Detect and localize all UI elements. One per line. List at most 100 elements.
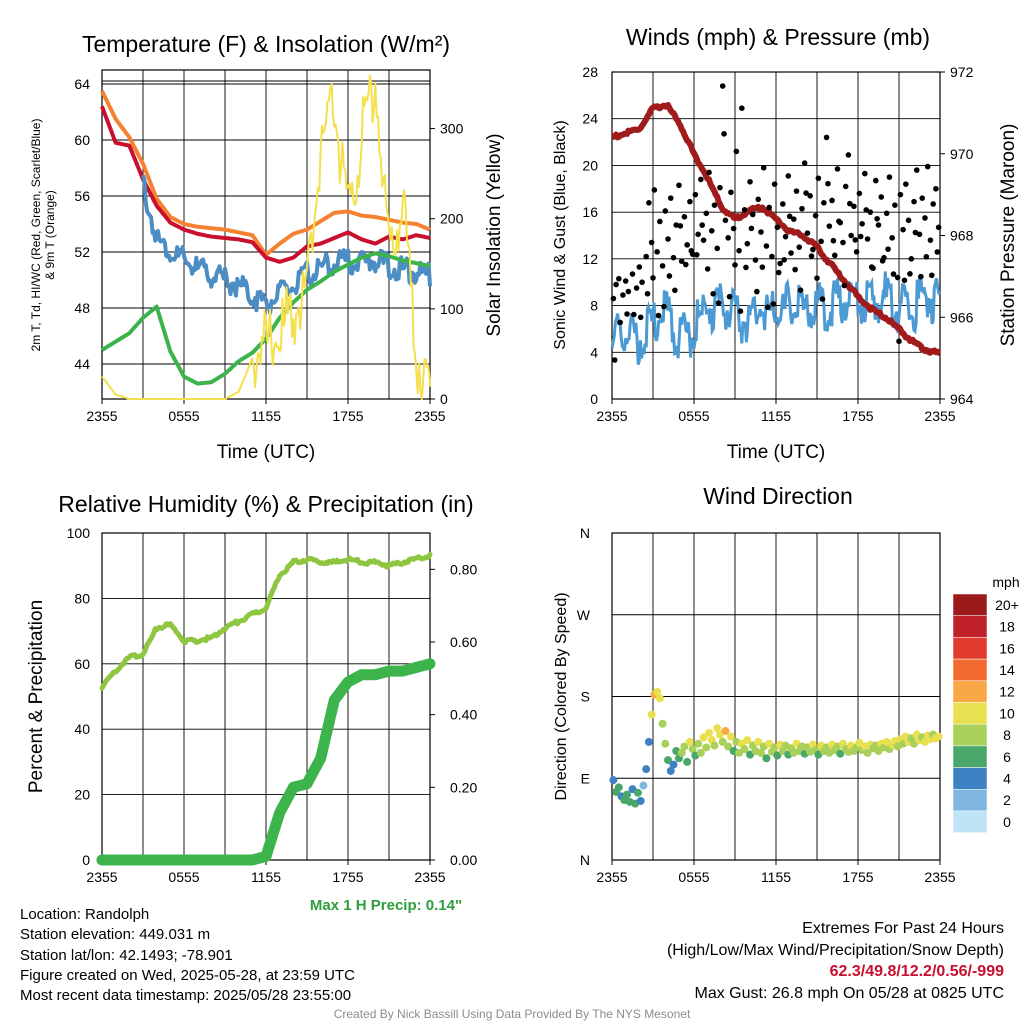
panel2-gust-point [837, 219, 844, 226]
panel4-direction-point [743, 736, 752, 745]
panel3-ytick-label: 80 [74, 590, 90, 606]
panel2-gust-point [629, 271, 636, 277]
panel2-gust-point [796, 244, 803, 250]
panel2-gust-point [815, 175, 822, 182]
panel2-gust-point [874, 215, 880, 222]
panel3-ytick-label: 20 [74, 787, 90, 803]
recent-text: Most recent data timestamp: 2025/05/28 2… [20, 987, 352, 1005]
panel2-gust-point [818, 238, 824, 245]
panel2-gust-point [864, 236, 871, 242]
panel2-ytick-label: 8 [590, 298, 598, 314]
station-info: Location: Randolph Station elevation: 44… [20, 905, 355, 1006]
panel2-gust-point [622, 278, 629, 284]
panel2-gust-point [633, 285, 640, 291]
panel2-gust-point [781, 257, 787, 263]
legend-swatch [952, 593, 988, 616]
panel2-gust-point [711, 202, 718, 208]
legend-label: 18 [999, 619, 1015, 635]
panel2-gust-point [752, 257, 759, 263]
panel2-gust-point [616, 275, 622, 282]
panel2-gust-point [672, 287, 678, 294]
panel4-direction-point [710, 741, 719, 750]
panel2-gust-point [826, 223, 833, 229]
panel2-gust-point [747, 178, 753, 185]
legend-label: 8 [1003, 727, 1011, 743]
panel2-gust-point [829, 197, 835, 204]
panel2-gust-point [684, 242, 690, 248]
panel2-gust-point [821, 200, 827, 206]
legend-label: 6 [1003, 749, 1011, 765]
panel2-gust-point [677, 223, 684, 229]
panel2-gust-point [692, 191, 699, 198]
panel2-ytick-label: 0 [590, 391, 598, 407]
panel3-xtick-label: 0555 [168, 869, 199, 885]
panel2-gust-point [681, 214, 688, 220]
panel2-gust-point [890, 271, 897, 277]
panel2-gust-point [744, 240, 751, 247]
panel2-gust-point [922, 215, 928, 221]
panel2-gust-point [741, 207, 748, 213]
panel2-gust-point [930, 201, 936, 207]
panel2-gust-point [875, 222, 882, 228]
panel2-gust-point [728, 189, 734, 196]
panel2-gust-point [659, 263, 666, 269]
panel3-ytick-label: 40 [74, 721, 90, 737]
panel2-gust-point [730, 225, 737, 232]
panel4-ytick-label: N [580, 852, 590, 868]
panel2-gust-point [801, 160, 808, 166]
panel2-gust-point [894, 274, 901, 281]
panel2-series-station-pressure [610, 102, 942, 357]
legend-label: 4 [1003, 770, 1011, 786]
panel2-gust-point [788, 250, 794, 256]
panel1-y2tick-label: 300 [440, 121, 464, 137]
panel2-gust-point [769, 253, 775, 260]
panel2-gust-point [714, 245, 721, 252]
panel2-gust-point [935, 224, 942, 231]
panel2-gust-point [732, 262, 738, 268]
panel4-direction-point [740, 745, 749, 754]
panel2-gust-point [803, 190, 809, 196]
panel2-gust-point [792, 266, 798, 273]
legend-label: 12 [999, 684, 1015, 700]
panel2-gust-point [908, 256, 915, 262]
panel2-gust-point [918, 273, 924, 280]
panel2-gust-point [919, 195, 926, 201]
panel2-gust-point [889, 235, 895, 241]
panel2-gust-point [883, 210, 890, 217]
panel2-ytick-label: 24 [582, 111, 598, 127]
panel1-ytick-label: 60 [74, 132, 90, 148]
panel2-gust-point [804, 230, 811, 236]
panel1-y2label: Solar Insolation (Yellow) [484, 133, 505, 336]
panel2-gust-point [717, 184, 723, 191]
panel2-gust-point [863, 207, 869, 213]
panel2-gust-point [666, 273, 673, 279]
panel2-gust-point [748, 225, 755, 232]
panel4-direction-point [655, 694, 664, 703]
panel2-gust-point [845, 152, 852, 158]
panel2-gust-point [799, 205, 805, 212]
latlon-text: Station lat/lon: 42.1493; -78.901 [20, 946, 233, 964]
panel1-ytick-label: 52 [74, 244, 90, 260]
panel2-gust-point [852, 237, 859, 243]
panel2-ytick-label: 20 [582, 157, 598, 173]
panel4-direction-point [647, 710, 656, 719]
panel2-xtick-label: 1755 [842, 408, 873, 424]
panel4-direction-point [721, 727, 730, 736]
panel2-gust-point [916, 231, 923, 238]
max-gust-text: Max Gust: 26.8 mph On 05/28 at 0825 UTC [694, 984, 1005, 1002]
panel2-gust-point [830, 237, 837, 244]
panel2-gust-point [878, 194, 885, 200]
panel2-gust-point [722, 217, 729, 224]
panel2-gust-point [905, 217, 912, 224]
panel2-gust-point [704, 266, 711, 272]
panel2-gust-point [763, 243, 770, 249]
panel4-ylabel: Direction (Colored By Speed) [553, 592, 570, 800]
panel2-gust-point [775, 269, 782, 276]
panel2-gust-point [706, 169, 712, 176]
panel2-gust-point [611, 357, 618, 363]
panel4-direction-point [702, 743, 711, 752]
panel2-gust-point [886, 174, 893, 180]
panel2-gust-point [733, 148, 740, 155]
panel2-gust-point [867, 209, 874, 215]
